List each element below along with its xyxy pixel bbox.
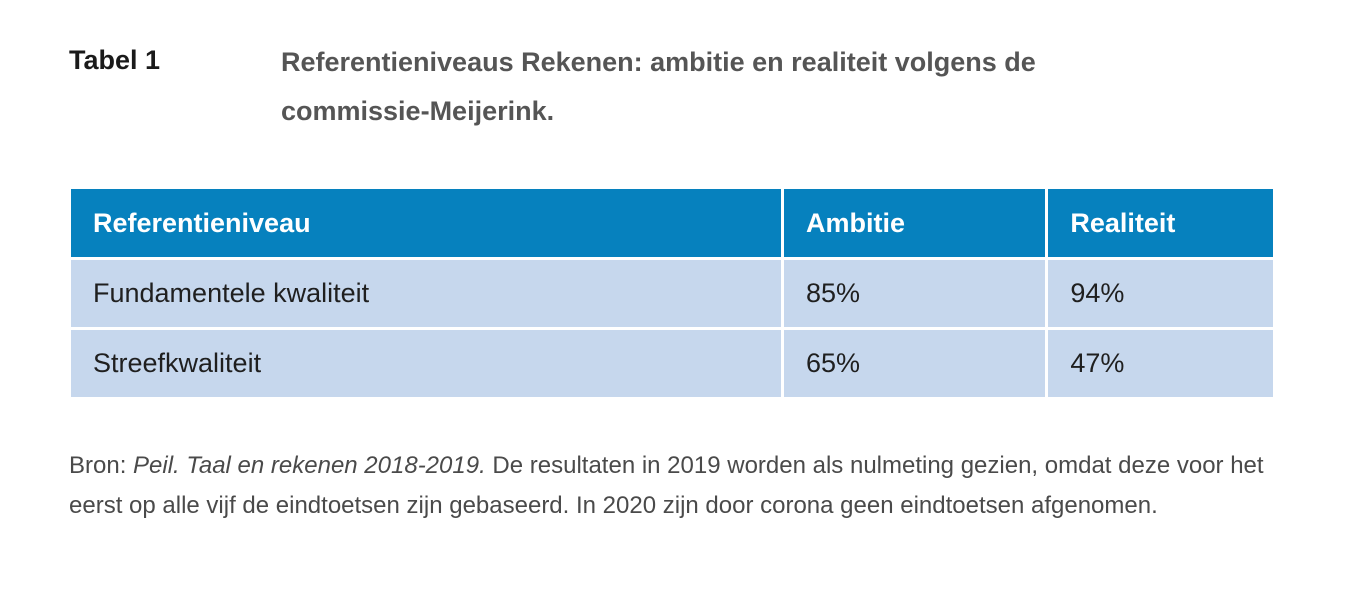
cell-ambitie: 85%	[784, 260, 1046, 327]
cell-ambitie: 65%	[784, 330, 1046, 397]
table-number-label: Tabel 1	[69, 45, 161, 75]
referentieniveaus-table: Referentieniveau Ambitie Realiteit Funda…	[68, 186, 1276, 400]
header-referentieniveau: Referentieniveau	[71, 189, 781, 257]
source-note: Bron: Peil. Taal en rekenen 2018-2019. D…	[69, 446, 1299, 526]
table-title: Referentieniveaus Rekenen: ambitie en re…	[281, 47, 1036, 126]
table-row: Fundamentele kwaliteit 85% 94%	[71, 260, 1273, 327]
table-header-row: Referentieniveau Ambitie Realiteit	[71, 189, 1273, 257]
cell-realiteit: 47%	[1048, 330, 1273, 397]
source-prefix: Bron:	[69, 452, 134, 479]
cell-realiteit: 94%	[1048, 260, 1273, 327]
source-citation: Peil. Taal en rekenen 2018-2019.	[133, 452, 486, 479]
source-text: De resultaten in 2019 worden als nulmeti…	[69, 452, 1264, 519]
cell-referentieniveau: Streefkwaliteit	[71, 330, 781, 397]
header-ambitie: Ambitie	[784, 189, 1046, 257]
table-row: Streefkwaliteit 65% 47%	[71, 330, 1273, 397]
cell-referentieniveau: Fundamentele kwaliteit	[71, 260, 781, 327]
header-realiteit: Realiteit	[1048, 189, 1273, 257]
